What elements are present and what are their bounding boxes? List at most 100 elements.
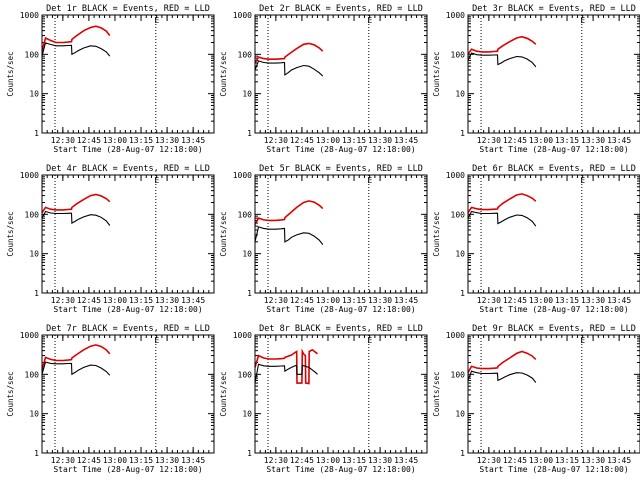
x-tick-label: 13:00 <box>529 296 553 305</box>
lld-series-line <box>41 25 111 52</box>
plot-frame <box>41 334 215 454</box>
y-tick-label: 100 <box>451 370 466 379</box>
y-tick-label: 100 <box>238 370 253 379</box>
plot-frame <box>254 14 428 134</box>
y-tick-label: 1000 <box>20 171 39 180</box>
lld-series-line <box>41 193 111 214</box>
det-panel: Det 1r BLACK = Events, RED = LLD 1 10 100 10… <box>6 4 215 154</box>
y-tick-label: 1 <box>247 289 252 298</box>
marker-label: E <box>580 336 585 345</box>
y-tick-label: 1000 <box>20 11 39 20</box>
det-panel: Det 7r BLACK = Events, RED = LLD 1 10 100 10… <box>6 324 215 474</box>
det-panel: Det 3r BLACK = Events, RED = LLD 1 10 100 10… <box>432 4 640 154</box>
events-series-line <box>254 226 324 245</box>
events-series-line <box>254 363 318 384</box>
marker-label: E <box>367 176 372 185</box>
panel-title: Det 2r BLACK = Events, RED = LLD <box>259 4 423 14</box>
marker-label: E <box>154 176 159 185</box>
det-panel: Det 8r BLACK = Events, RED = LLD 1 10 100 10… <box>219 324 428 474</box>
y-tick-label: 1 <box>34 289 39 298</box>
x-axis-label: Start Time (28-Aug-07 12:18:00) <box>479 145 628 154</box>
x-tick-label: 12:45 <box>290 136 314 145</box>
y-axis-label: Counts/sec <box>6 371 15 416</box>
det-panel: Det 6r BLACK = Events, RED = LLD 1 10 100 10… <box>432 164 640 314</box>
plot-frame <box>467 14 640 134</box>
panel-title: Det 6r BLACK = Events, RED = LLD <box>472 164 636 174</box>
y-tick-label: 1 <box>460 289 465 298</box>
y-tick-label: 100 <box>25 50 40 59</box>
x-tick-label: 13:00 <box>103 296 127 305</box>
x-tick-label: 13:45 <box>181 136 205 145</box>
x-tick-label: 13:15 <box>555 456 579 465</box>
y-tick-label: 1 <box>247 129 252 138</box>
events-series-line <box>41 42 111 57</box>
x-tick-label: 13:15 <box>129 296 153 305</box>
x-tick-label: 13:15 <box>342 136 366 145</box>
y-tick-label: 1 <box>34 449 39 458</box>
x-axis-label: Start Time (28-Aug-07 12:18:00) <box>266 465 415 474</box>
y-tick-label: 1000 <box>233 171 252 180</box>
x-tick-label: 13:00 <box>316 296 340 305</box>
x-tick-label: 12:45 <box>290 296 314 305</box>
x-axis-label: Start Time (28-Aug-07 12:18:00) <box>266 145 415 154</box>
y-tick-label: 10 <box>455 90 465 99</box>
panel-title: Det 9r BLACK = Events, RED = LLD <box>472 324 636 334</box>
y-axis-label: Counts/sec <box>6 51 15 96</box>
panel-title: Det 4r BLACK = Events, RED = LLD <box>46 164 210 174</box>
y-axis-label: Counts/sec <box>432 371 441 416</box>
x-tick-label: 13:15 <box>555 296 579 305</box>
x-tick-label: 13:15 <box>555 136 579 145</box>
plot-frame <box>254 174 428 294</box>
det-panel: Det 5r BLACK = Events, RED = LLD 1 10 100 10… <box>219 164 428 314</box>
panel-title: Det 8r BLACK = Events, RED = LLD <box>259 324 423 334</box>
plot-frame <box>467 174 640 294</box>
det-panel: Det 9r BLACK = Events, RED = LLD 1 10 100 10… <box>432 324 640 474</box>
events-series-line <box>41 210 111 226</box>
x-tick-label: 13:00 <box>529 136 553 145</box>
y-tick-label: 1000 <box>446 331 465 340</box>
y-tick-label: 10 <box>242 90 252 99</box>
x-tick-label: 12:30 <box>51 296 75 305</box>
plot-frame <box>254 334 428 454</box>
y-tick-label: 1000 <box>446 171 465 180</box>
panel-title: Det 1r BLACK = Events, RED = LLD <box>46 4 210 14</box>
x-tick-label: 13:30 <box>368 456 392 465</box>
y-tick-label: 10 <box>29 410 39 419</box>
y-axis-label: Counts/sec <box>6 211 15 256</box>
x-tick-label: 13:15 <box>129 456 153 465</box>
x-tick-label: 13:30 <box>581 296 605 305</box>
panel-title: Det 5r BLACK = Events, RED = LLD <box>259 164 423 174</box>
y-tick-label: 1 <box>460 449 465 458</box>
marker-label: E <box>154 16 159 25</box>
plot-frame <box>41 174 215 294</box>
y-tick-label: 1000 <box>20 331 39 340</box>
lld-series-line <box>467 35 537 55</box>
marker-label: E <box>154 336 159 345</box>
x-tick-label: 13:00 <box>529 456 553 465</box>
lld-series-line <box>467 350 537 374</box>
y-tick-label: 100 <box>238 210 253 219</box>
x-tick-label: 13:45 <box>181 456 205 465</box>
x-tick-label: 12:45 <box>290 456 314 465</box>
plot-frame <box>41 14 215 134</box>
x-tick-label: 13:30 <box>581 136 605 145</box>
x-tick-label: 13:15 <box>342 296 366 305</box>
marker-label: E <box>580 16 585 25</box>
x-tick-label: 12:45 <box>503 456 527 465</box>
x-tick-label: 12:30 <box>477 296 501 305</box>
y-tick-label: 100 <box>451 50 466 59</box>
x-tick-label: 12:30 <box>477 456 501 465</box>
y-axis-label: Counts/sec <box>219 51 228 96</box>
y-tick-label: 100 <box>238 50 253 59</box>
x-tick-label: 12:45 <box>77 136 101 145</box>
det-panel: Det 4r BLACK = Events, RED = LLD 1 10 100 10… <box>6 164 215 314</box>
y-tick-label: 10 <box>455 410 465 419</box>
y-tick-label: 1 <box>247 449 252 458</box>
x-tick-label: 13:30 <box>368 296 392 305</box>
panel-title: Det 3r BLACK = Events, RED = LLD <box>472 4 636 14</box>
events-series-line <box>254 60 324 77</box>
x-axis-label: Start Time (28-Aug-07 12:18:00) <box>53 465 202 474</box>
y-tick-label: 1000 <box>233 11 252 20</box>
x-tick-label: 13:45 <box>181 296 205 305</box>
